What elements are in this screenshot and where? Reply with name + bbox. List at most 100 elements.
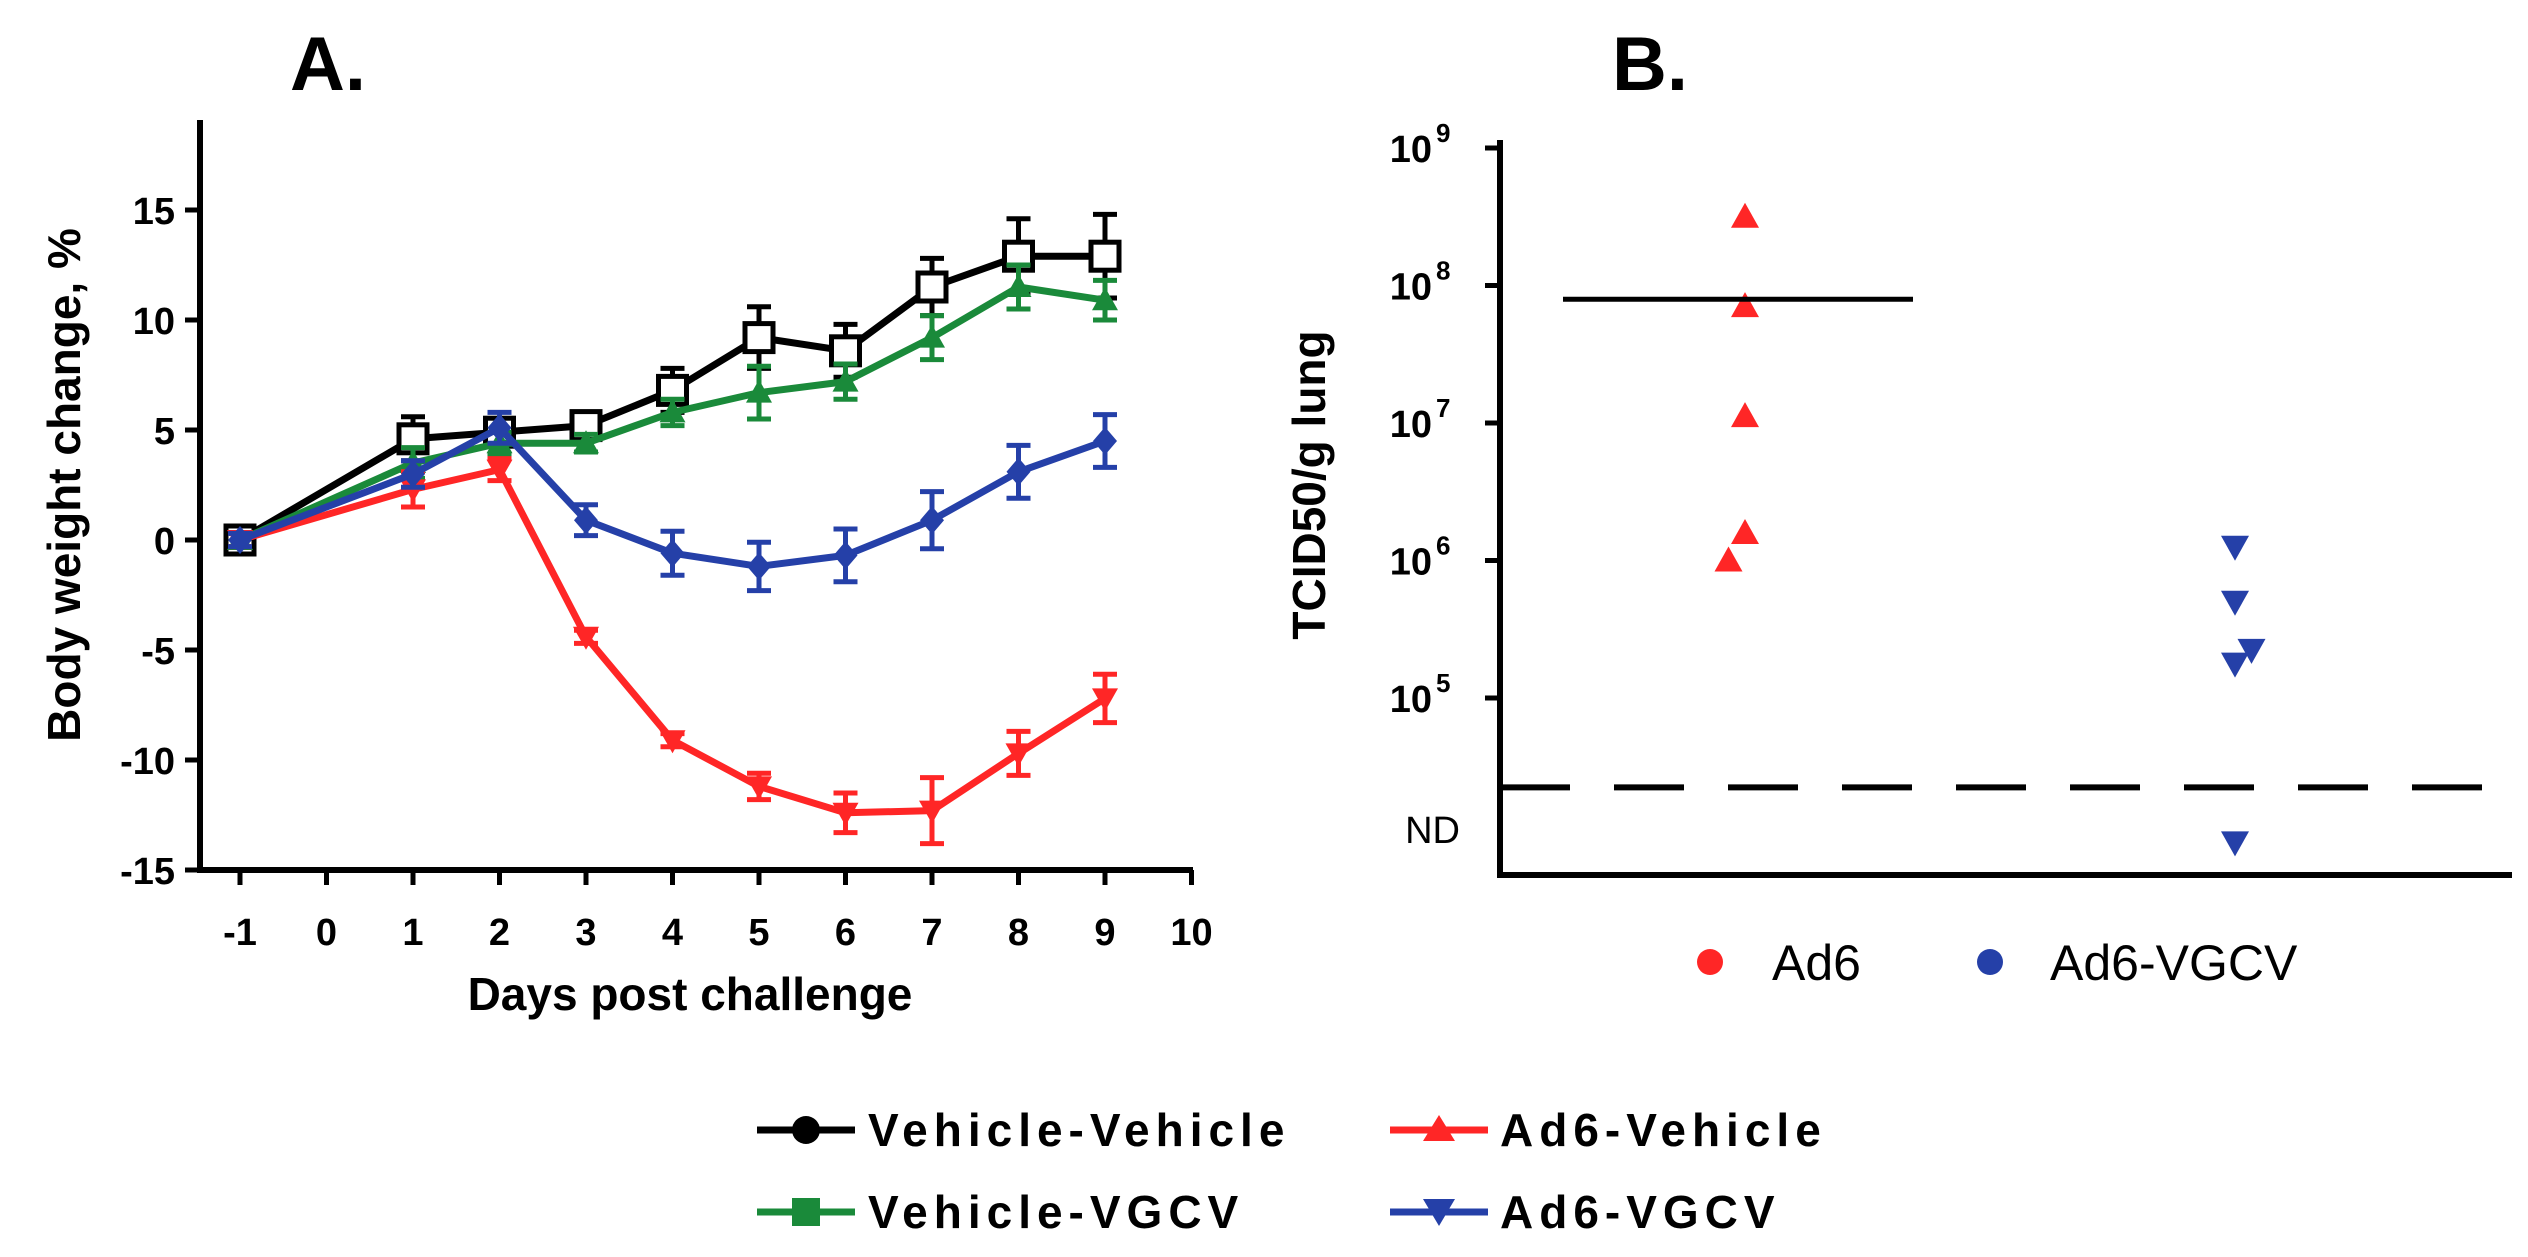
legend-ad6-vgcv-label: Ad6-VGCV xyxy=(1500,1186,1781,1238)
vehicle-vgcv-point xyxy=(832,368,859,392)
y-tick-label: 10 xyxy=(133,301,175,343)
ad6-vehicle-point xyxy=(573,626,599,650)
ad6-vgcv-point xyxy=(2221,535,2249,561)
vehicle-vgcv-point xyxy=(919,324,945,348)
x-tick-label: 3 xyxy=(575,912,596,954)
y-tick-label: -10 xyxy=(120,741,175,783)
legend-ad6-vgcv-marker xyxy=(1423,1199,1455,1226)
ad6-vehicle-point xyxy=(1092,688,1118,712)
ad6-point xyxy=(1714,546,1743,572)
legend-b-ad6-label: Ad6 xyxy=(1772,935,1861,991)
vehicle-vgcv-point xyxy=(1092,287,1118,311)
ad6-vgcv-point xyxy=(2221,652,2249,678)
legend-b-ad6-vgcv-dot xyxy=(1977,949,2003,975)
x-tick-label: 10 xyxy=(1170,912,1212,954)
x-tick-label: 2 xyxy=(489,912,510,954)
x-tick-label: 7 xyxy=(921,912,942,954)
y-tick-label: -15 xyxy=(120,851,175,893)
y-tick-base: 10 xyxy=(1390,542,1432,584)
legend-item-vehicle-vgcv: Vehicle-VGCV xyxy=(757,1186,1244,1238)
ad6-point xyxy=(1731,519,1759,544)
ad6-vehicle-point xyxy=(659,730,686,754)
ad6-vehicle-point xyxy=(746,776,772,800)
ad6-vehicle-point xyxy=(1005,743,1032,767)
legend-b-ad6-vgcv-label: Ad6-VGCV xyxy=(2050,935,2298,991)
ad6-vgcv-point xyxy=(660,539,685,568)
vehicle-vehicle-line xyxy=(238,252,1105,544)
y-tick-label: 5 xyxy=(154,411,175,453)
x-tick-label: 8 xyxy=(1008,912,1029,954)
y-tick-label: -5 xyxy=(141,631,175,673)
ad6-vgcv-point xyxy=(1006,457,1031,486)
chart-b-ylabel: TCID50/g lung xyxy=(1283,330,1335,639)
legend-ad6-vehicle-marker xyxy=(1423,1115,1455,1141)
ad6-vgcv-point xyxy=(833,541,858,570)
legend-b-ad6-dot xyxy=(1697,949,1723,975)
legend-vehicle-vehicle-label: Vehicle-Vehicle xyxy=(868,1104,1290,1156)
vehicle-vehicle-point xyxy=(1088,239,1122,273)
ad6-vgcv-point xyxy=(228,526,252,554)
chart-a-ylabel: Body weight change, % xyxy=(38,228,90,742)
series-ad6-vgcv xyxy=(228,409,1117,594)
chart-b-legend: Ad6 Ad6-VGCV xyxy=(1697,935,2298,991)
chart-a-axes xyxy=(197,120,1193,873)
y-tick-exponent: 8 xyxy=(1436,256,1450,286)
x-tick-label: 1 xyxy=(402,912,423,954)
legend-item-ad6-vehicle: Ad6-Vehicle xyxy=(1390,1104,1827,1156)
ad6-vgcv-point xyxy=(2237,638,2266,664)
vehicle-vgcv-point xyxy=(746,379,772,403)
ad6-vgcv-point xyxy=(574,506,598,535)
ad6-vgcv-point xyxy=(1093,427,1117,455)
ad6-vgcv-point xyxy=(747,552,771,581)
legend-item-vehicle-vehicle: Vehicle-Vehicle xyxy=(757,1104,1290,1156)
ad6-vehicle-point xyxy=(486,459,513,483)
ad6-vehicle-line xyxy=(239,466,1107,817)
ad6-vgcv-line xyxy=(238,424,1107,570)
chart-a-xlabel: Days post challenge xyxy=(468,968,913,1020)
legend-item-ad6-vgcv: Ad6-VGCV xyxy=(1390,1186,1781,1238)
y-tick-label: 0 xyxy=(154,521,175,563)
ad6-point xyxy=(1731,202,1759,228)
ad6-point xyxy=(1731,292,1759,318)
ad6-vgcv-point xyxy=(920,506,944,535)
legend-vehicle-vgcv-marker xyxy=(792,1198,820,1226)
legend-ad6-vehicle-label: Ad6-Vehicle xyxy=(1500,1104,1827,1156)
vehicle-vehicle-point xyxy=(829,334,862,368)
y-tick-exponent: 5 xyxy=(1436,668,1450,698)
legend-vehicle-vgcv-label: Vehicle-VGCV xyxy=(868,1186,1244,1238)
y-tick-label: 15 xyxy=(133,191,175,233)
x-tick-label: 5 xyxy=(748,912,769,954)
panel-b-label: B. xyxy=(1612,22,1688,107)
x-tick-label: -1 xyxy=(223,912,257,954)
vehicle-vgcv-point xyxy=(573,430,599,454)
y-tick-exponent: 6 xyxy=(1436,531,1450,561)
legend-vehicle-vehicle-marker xyxy=(792,1116,820,1144)
x-tick-label: 9 xyxy=(1094,912,1115,954)
y-tick-base: 10 xyxy=(1390,129,1432,171)
vehicle-vgcv-point xyxy=(1005,274,1032,297)
x-tick-label: 4 xyxy=(662,912,683,954)
ad6-vehicle-point xyxy=(832,802,859,826)
ad6-vgcv-point xyxy=(2221,590,2249,616)
y-tick-base: 10 xyxy=(1390,404,1432,446)
y-tick-base: 10 xyxy=(1390,679,1432,721)
ad6-vgcv-point xyxy=(2221,831,2249,857)
ad6-vehicle-point xyxy=(919,800,945,824)
chart-a-series xyxy=(223,211,1122,847)
y-tick-exponent: 9 xyxy=(1436,118,1450,148)
vehicle-vehicle-point xyxy=(742,321,776,355)
vehicle-vgcv-point xyxy=(659,399,686,423)
y-tick-exponent: 7 xyxy=(1436,393,1450,423)
chart-b-nd-label: ND xyxy=(1405,810,1460,852)
ad6-point xyxy=(1731,402,1759,428)
x-tick-label: 6 xyxy=(835,912,856,954)
ad6-vgcv-point xyxy=(401,460,425,488)
series-ad6-vehicle xyxy=(227,456,1118,847)
legend: Vehicle-Vehicle Ad6-Vehicle Vehicle-VGCV… xyxy=(757,1104,1827,1238)
chart-b-points xyxy=(1563,202,2266,857)
